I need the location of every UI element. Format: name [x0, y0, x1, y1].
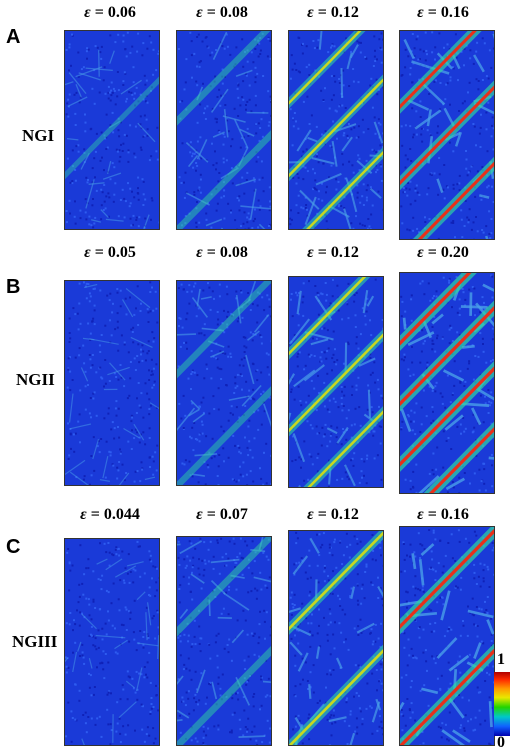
strain-map-b4 — [399, 272, 495, 494]
strain-map-a4 — [399, 30, 495, 240]
strain-map-c1 — [64, 538, 160, 746]
strain-label-c3: ε = 0.12 — [278, 506, 388, 524]
colorbar — [494, 672, 510, 736]
strain-label-b3: ε = 0.12 — [278, 244, 388, 262]
strain-map-b1 — [64, 280, 160, 486]
colorbar-min-label: 0 — [497, 734, 505, 752]
strain-label-b4: ε = 0.20 — [388, 244, 498, 262]
strain-map-a3 — [288, 30, 384, 230]
strain-map-b3 — [288, 276, 384, 488]
strain-label-c2: ε = 0.07 — [167, 506, 277, 524]
panel-letter-c: C — [6, 536, 20, 559]
strain-label-a4: ε = 0.16 — [388, 4, 498, 22]
row-label-ngi: NGI — [22, 126, 54, 146]
strain-label-b2: ε = 0.08 — [167, 244, 277, 262]
strain-label-b1: ε = 0.05 — [55, 244, 165, 262]
row-label-ngiii: NGIII — [12, 632, 57, 652]
strain-label-c1: ε = 0.044 — [55, 506, 165, 524]
strain-label-c4: ε = 0.16 — [388, 506, 498, 524]
strain-map-a2 — [176, 30, 272, 230]
row-label-ngii: NGII — [16, 370, 55, 390]
colorbar-max-label: 1 — [497, 651, 505, 669]
strain-map-b2 — [176, 280, 272, 486]
strain-label-a2: ε = 0.08 — [167, 4, 277, 22]
panel-letter-b: B — [6, 276, 20, 299]
strain-map-a1 — [64, 30, 160, 230]
panel-letter-a: A — [6, 26, 20, 49]
strain-map-c2 — [176, 536, 272, 746]
strain-map-c3 — [288, 530, 384, 746]
strain-label-a1: ε = 0.06 — [55, 4, 165, 22]
strain-map-c4 — [399, 526, 495, 746]
strain-label-a3: ε = 0.12 — [278, 4, 388, 22]
